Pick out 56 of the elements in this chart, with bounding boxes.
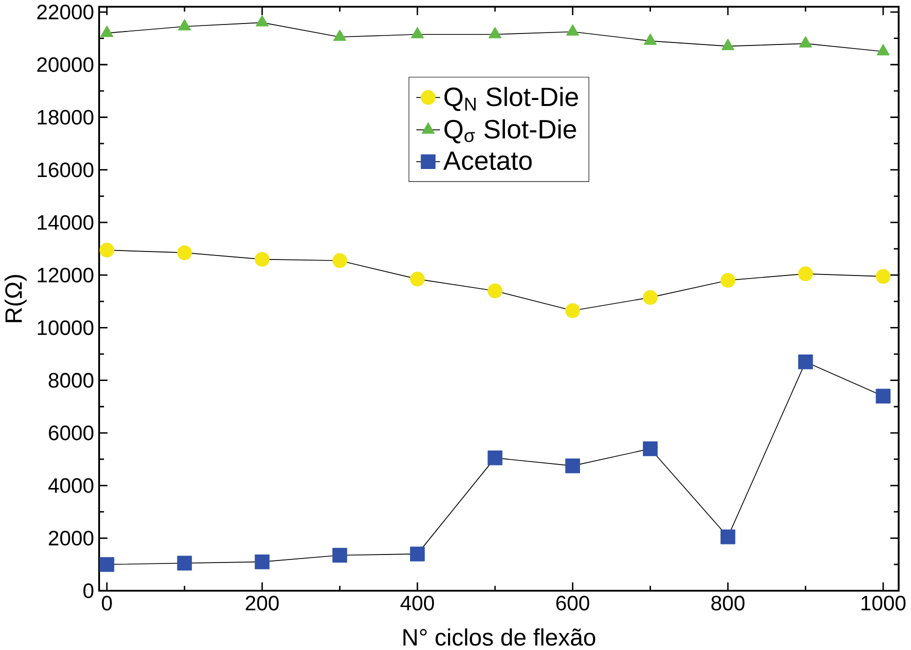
point: [721, 38, 734, 50]
point: [410, 546, 425, 562]
point: [100, 242, 114, 258]
point: [100, 556, 114, 572]
point: [642, 441, 658, 456]
x-tick-label: 600: [556, 596, 590, 610]
point: [799, 36, 812, 48]
y-tick-label: 16000: [38, 162, 94, 178]
point: [488, 283, 502, 298]
point: [642, 290, 658, 305]
point: [100, 26, 114, 37]
point: [565, 458, 580, 474]
y-tick-label: 2000: [48, 530, 94, 546]
y-tick-label: 22000: [37, 4, 94, 20]
point: [256, 14, 269, 26]
legend-label: Q$_{σ}$ Slot-Die: [444, 119, 576, 144]
legend-label: Acetato: [443, 151, 532, 170]
legend-label: Q$_{N}$ Slot-Die: [444, 86, 578, 111]
point: [720, 529, 736, 544]
x-axis-title: N° ciclos de flexão: [403, 628, 596, 646]
y-tick-label: 14000: [38, 214, 94, 230]
y-tick-label: 8000: [48, 372, 94, 388]
y-tick-label: 18000: [38, 110, 94, 124]
y-tick-label: 20000: [37, 57, 94, 72]
y-tick-label: 0: [83, 583, 94, 598]
point: [254, 252, 270, 267]
x-tick-label: 0: [102, 596, 112, 610]
point: [178, 18, 191, 30]
x-tick-label: 200: [246, 596, 279, 610]
point: [332, 253, 348, 268]
y-tick-label: 6000: [48, 425, 94, 440]
point: [488, 450, 502, 466]
y-tick-label: 4000: [48, 478, 94, 493]
point: [566, 24, 580, 36]
point: [410, 26, 424, 38]
point: [876, 388, 891, 404]
point: [720, 272, 736, 288]
point: [798, 354, 813, 370]
point: [333, 29, 346, 41]
point: [332, 548, 348, 562]
point: [254, 554, 270, 570]
point: [488, 26, 502, 38]
y-tick-label: 10000: [38, 320, 94, 335]
x-tick-label: 1000: [862, 596, 906, 610]
point: [177, 245, 192, 260]
x-tick-label: 800: [711, 596, 744, 610]
point: [410, 271, 425, 286]
x-tick-label: 400: [400, 596, 434, 610]
point: [876, 268, 891, 284]
y-axis-title: R(Ω): [4, 274, 27, 322]
y-tick-label: 12000: [38, 268, 94, 282]
point: [565, 303, 580, 318]
point: [876, 44, 890, 56]
point: [177, 556, 192, 570]
point: [798, 266, 813, 281]
point: [644, 33, 657, 45]
